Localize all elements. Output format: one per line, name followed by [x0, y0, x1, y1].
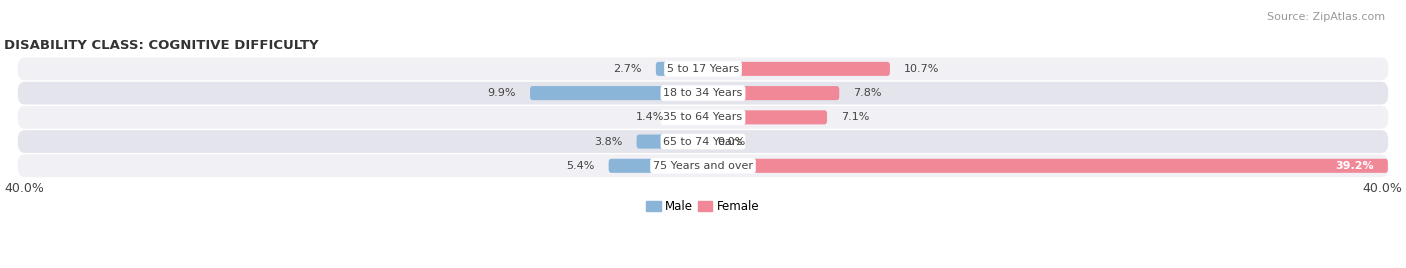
Text: 7.8%: 7.8%: [853, 88, 882, 98]
FancyBboxPatch shape: [703, 62, 890, 76]
FancyBboxPatch shape: [18, 57, 1388, 80]
FancyBboxPatch shape: [18, 82, 1388, 105]
Text: 1.4%: 1.4%: [636, 112, 665, 122]
FancyBboxPatch shape: [637, 135, 703, 148]
Text: 65 to 74 Years: 65 to 74 Years: [664, 137, 742, 147]
Text: 10.7%: 10.7%: [904, 64, 939, 74]
Text: 5.4%: 5.4%: [567, 161, 595, 171]
Legend: Male, Female: Male, Female: [641, 196, 765, 218]
Text: 2.7%: 2.7%: [613, 64, 643, 74]
Text: 40.0%: 40.0%: [1362, 181, 1402, 195]
FancyBboxPatch shape: [703, 159, 1388, 173]
Text: 18 to 34 Years: 18 to 34 Years: [664, 88, 742, 98]
FancyBboxPatch shape: [18, 154, 1388, 177]
FancyBboxPatch shape: [679, 110, 703, 124]
Text: 75 Years and over: 75 Years and over: [652, 161, 754, 171]
FancyBboxPatch shape: [609, 159, 703, 173]
FancyBboxPatch shape: [18, 130, 1388, 153]
Text: 35 to 64 Years: 35 to 64 Years: [664, 112, 742, 122]
Text: 5 to 17 Years: 5 to 17 Years: [666, 64, 740, 74]
Text: 40.0%: 40.0%: [4, 181, 44, 195]
Text: 9.9%: 9.9%: [488, 88, 516, 98]
FancyBboxPatch shape: [530, 86, 703, 100]
FancyBboxPatch shape: [703, 86, 839, 100]
Text: 39.2%: 39.2%: [1336, 161, 1374, 171]
FancyBboxPatch shape: [703, 110, 827, 124]
Text: 7.1%: 7.1%: [841, 112, 869, 122]
Text: 0.0%: 0.0%: [717, 137, 745, 147]
Text: 3.8%: 3.8%: [595, 137, 623, 147]
Text: Source: ZipAtlas.com: Source: ZipAtlas.com: [1267, 12, 1385, 22]
Text: DISABILITY CLASS: COGNITIVE DIFFICULTY: DISABILITY CLASS: COGNITIVE DIFFICULTY: [4, 39, 319, 52]
FancyBboxPatch shape: [655, 62, 703, 76]
FancyBboxPatch shape: [18, 106, 1388, 129]
